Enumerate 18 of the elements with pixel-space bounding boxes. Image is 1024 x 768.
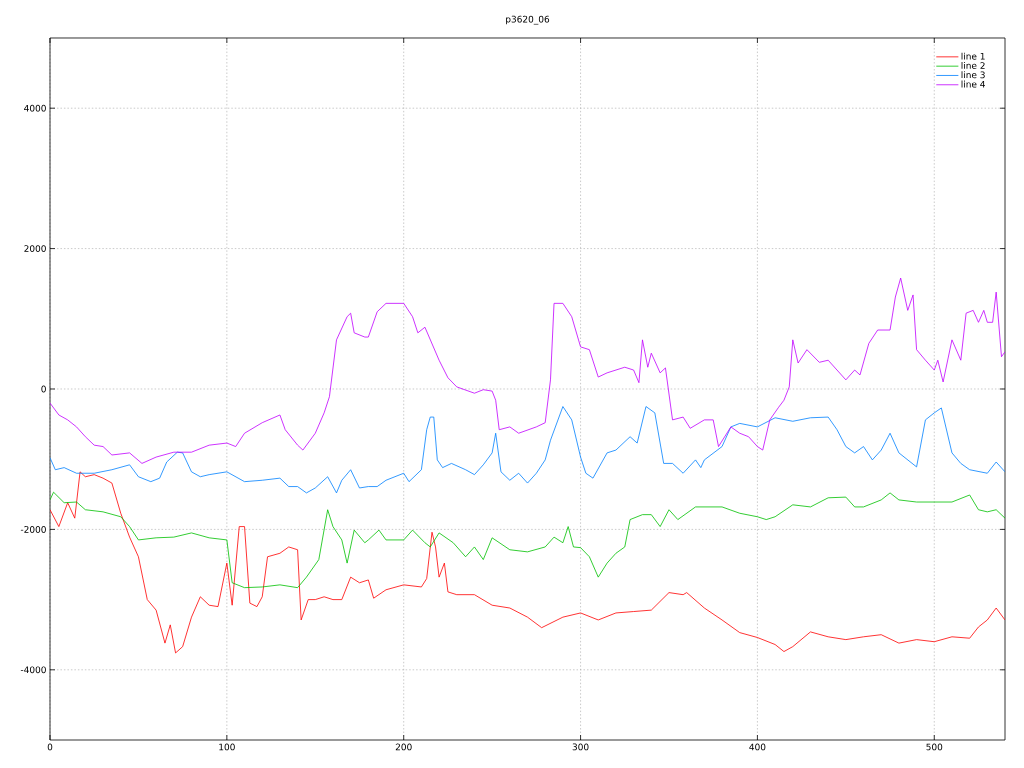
legend-label: line 4 xyxy=(961,80,985,88)
legend-label: line 3 xyxy=(961,71,985,79)
x-tick-label: 100 xyxy=(219,743,235,751)
x-tick-label: 0 xyxy=(47,743,53,751)
y-tick-label: 4000 xyxy=(24,104,46,112)
x-tick-label: 400 xyxy=(749,743,766,751)
x-tick-label: 300 xyxy=(572,743,589,751)
x-tick-label: 200 xyxy=(395,743,412,751)
y-tick-label: -2000 xyxy=(20,526,46,533)
y-tick-label: 0 xyxy=(41,385,46,393)
chart-title: p3620_06 xyxy=(506,15,550,25)
x-tick-label: 500 xyxy=(926,743,943,751)
line-series xyxy=(50,471,1006,654)
legend-label: line 1 xyxy=(961,52,985,60)
legend-label: line 2 xyxy=(961,62,985,69)
line-series xyxy=(50,406,1006,494)
y-tick-label: 2000 xyxy=(24,245,46,252)
y-tick-label: -4000 xyxy=(20,666,46,674)
